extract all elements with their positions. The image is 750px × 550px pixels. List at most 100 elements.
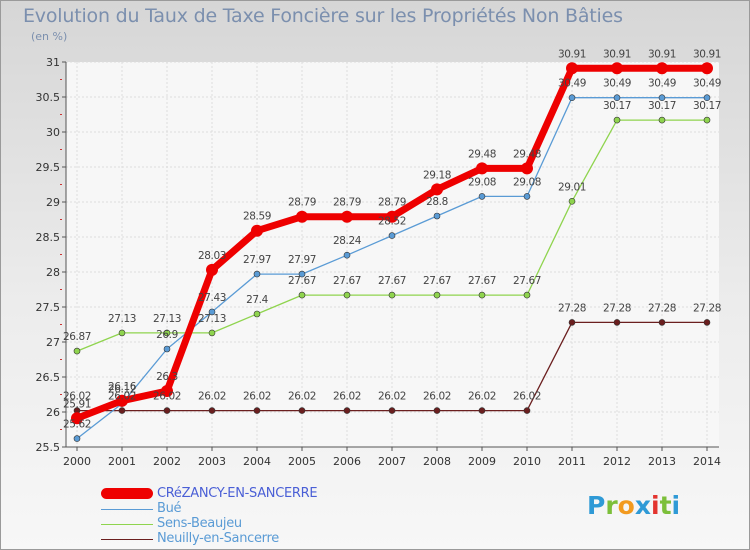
data-label: 26.3 (156, 371, 178, 383)
data-label: 26.02 (513, 391, 541, 403)
data-point (253, 407, 261, 414)
data-point (251, 224, 263, 237)
y-tick-label: 29 (46, 196, 60, 209)
data-label: 27.67 (378, 275, 406, 287)
data-point (163, 407, 171, 414)
data-label: 26.02 (333, 391, 361, 403)
data-point (523, 407, 531, 414)
data-point (298, 407, 306, 414)
data-label: 28.79 (378, 197, 406, 209)
logo-letter: x (634, 491, 651, 520)
data-point (433, 407, 441, 414)
legend-swatch-bue (101, 509, 153, 510)
data-label: 30.91 (648, 48, 676, 60)
data-label: 29.08 (513, 176, 541, 188)
data-point (208, 407, 216, 414)
data-label: 30.17 (648, 100, 676, 112)
data-point (208, 308, 216, 316)
data-label: 25.62 (63, 419, 91, 431)
data-label: 27.4 (246, 294, 268, 306)
data-point (658, 94, 666, 101)
data-point (161, 385, 173, 397)
data-point (613, 116, 621, 124)
data-point (703, 94, 711, 101)
y-tick-label: 28 (46, 266, 60, 279)
data-label: 28.79 (288, 197, 316, 209)
logo-letter: t (659, 491, 672, 520)
x-tick-label: 2003 (198, 455, 226, 468)
data-point (116, 394, 128, 407)
data-point (208, 329, 216, 337)
data-point (478, 407, 486, 414)
y-tick-label: 30.5 (36, 91, 61, 104)
data-label: 26.02 (378, 391, 406, 403)
data-label: 27.97 (288, 254, 316, 266)
x-tick-label: 2000 (63, 455, 91, 468)
data-point (118, 329, 126, 337)
data-label: 27.67 (468, 275, 496, 287)
x-tick-label: 2009 (468, 455, 496, 468)
data-point (433, 291, 441, 299)
data-point (118, 407, 126, 414)
data-point (433, 212, 441, 220)
data-label: 26.16 (108, 381, 137, 393)
data-point (431, 183, 443, 196)
data-point (388, 291, 396, 299)
legend-label-sens-beaujeu: Sens-Beaujeu (157, 516, 242, 531)
proxiti-logo: Proxiti (587, 491, 680, 520)
data-label: 30.49 (648, 78, 676, 90)
x-tick-label: 2014 (693, 455, 721, 468)
data-label: 26.02 (198, 391, 226, 403)
data-label: 26.02 (288, 391, 316, 403)
data-label: 30.91 (603, 48, 631, 60)
data-label: 27.28 (603, 302, 631, 314)
data-label: 26.02 (153, 391, 181, 403)
chart-title: Evolution du Taux de Taxe Foncière sur l… (23, 5, 623, 27)
data-point (163, 345, 171, 353)
y-tick-label: 27.5 (36, 301, 61, 314)
data-point (523, 291, 531, 299)
data-point (298, 270, 306, 278)
data-point (656, 62, 668, 75)
data-label: 30.17 (693, 100, 721, 112)
y-unit-label: (en %) (31, 30, 68, 43)
data-point (343, 251, 351, 259)
data-label: 26.02 (423, 391, 451, 403)
data-label: 29.08 (468, 176, 496, 188)
data-point (341, 210, 353, 223)
data-point (611, 62, 623, 75)
data-label: 29.48 (468, 148, 496, 160)
logo-letter: i (671, 491, 681, 520)
y-tick-label: 28.5 (36, 231, 61, 244)
x-tick-label: 2001 (108, 455, 136, 468)
data-label: 27.13 (108, 313, 136, 325)
x-tick-label: 2013 (648, 455, 676, 468)
x-tick-label: 2005 (288, 455, 316, 468)
y-tick-label: 29.5 (36, 161, 61, 174)
data-point (523, 193, 531, 200)
data-label: 27.28 (558, 302, 586, 314)
data-point (658, 116, 666, 124)
logo-letter: P (587, 491, 606, 520)
data-label: 26.02 (108, 391, 136, 403)
data-point (658, 319, 666, 326)
data-point (476, 162, 488, 175)
data-point (296, 210, 308, 223)
data-point (206, 263, 218, 276)
data-label: 28.79 (333, 197, 361, 209)
x-tick-label: 2008 (423, 455, 451, 468)
x-tick-label: 2006 (333, 455, 361, 468)
data-label: 27.28 (693, 302, 721, 314)
data-label: 25.91 (63, 398, 91, 410)
data-point (73, 435, 81, 442)
x-tick-label: 2012 (603, 455, 631, 468)
legend-swatch-sens-beaujeu (101, 524, 153, 525)
y-tick-label: 26 (46, 406, 60, 419)
data-label: 30.91 (693, 48, 721, 60)
data-point (703, 116, 711, 124)
data-label: 27.67 (513, 275, 541, 287)
legend-label-bue: Bué (157, 501, 182, 516)
data-label: 28.24 (333, 235, 362, 247)
x-tick-label: 2011 (558, 455, 586, 468)
y-tick-label: 25.5 (36, 441, 61, 454)
